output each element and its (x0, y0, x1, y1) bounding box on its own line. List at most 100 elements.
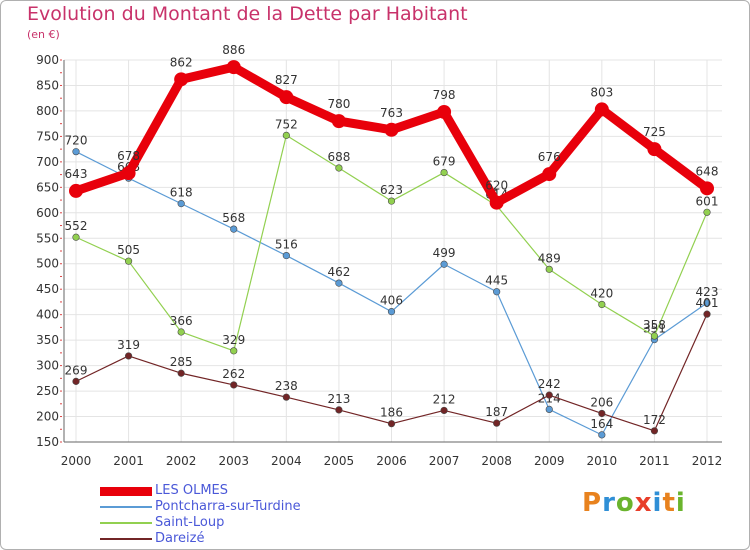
data-label: 886 (222, 43, 245, 57)
data-label: 505 (117, 243, 140, 257)
data-point (647, 142, 662, 157)
data-point (387, 308, 396, 316)
x-tick-label: 2003 (218, 454, 249, 468)
data-point (230, 347, 238, 355)
data-label: 238 (275, 379, 298, 393)
data-label: 552 (65, 219, 88, 233)
data-point (598, 409, 606, 418)
x-tick-label: 2001 (113, 454, 144, 468)
data-point (282, 131, 290, 139)
data-point (335, 164, 343, 172)
legend-swatch (100, 522, 152, 524)
y-tick-label: 650 (36, 180, 59, 194)
data-point (174, 72, 189, 87)
data-point (545, 405, 553, 414)
data-point (650, 332, 659, 340)
data-label: 242 (538, 377, 561, 391)
data-point (440, 406, 448, 415)
data-label: 568 (222, 211, 245, 225)
data-point (124, 257, 133, 265)
x-tick-label: 2010 (587, 454, 618, 468)
data-label: 213 (327, 392, 350, 406)
data-label: 516 (275, 238, 298, 252)
data-point (230, 381, 238, 389)
x-tick-label: 2006 (376, 454, 407, 468)
data-label: 406 (380, 294, 403, 308)
data-point (72, 148, 80, 156)
x-tick-label: 2007 (429, 454, 460, 468)
data-label: 445 (485, 274, 508, 288)
data-point (124, 352, 133, 360)
data-point (177, 328, 185, 336)
data-label: 262 (222, 367, 245, 381)
legend-swatch (100, 486, 152, 496)
legend-swatch (100, 506, 152, 508)
data-point (335, 406, 343, 414)
data-label: 420 (590, 286, 613, 300)
data-label: 172 (643, 413, 666, 427)
data-point (335, 279, 343, 287)
y-tick-label: 900 (36, 53, 59, 67)
data-label: 827 (275, 73, 298, 87)
data-label: 780 (327, 97, 350, 111)
y-tick-label: 350 (36, 333, 59, 347)
data-point (545, 391, 553, 399)
chart-title: Evolution du Montant de la Dette par Hab… (27, 3, 468, 25)
y-tick-label: 250 (36, 384, 59, 398)
data-label: 462 (327, 265, 350, 279)
data-point (542, 167, 557, 182)
x-tick-label: 2000 (61, 454, 92, 468)
y-tick-label: 450 (36, 282, 59, 296)
data-point (650, 427, 659, 435)
data-point (437, 104, 452, 119)
data-label: 187 (485, 405, 508, 419)
data-point (700, 181, 714, 196)
data-point (440, 260, 448, 268)
data-point (230, 225, 238, 233)
data-label: 423 (696, 285, 719, 299)
data-label: 620 (485, 179, 508, 193)
data-point (594, 102, 609, 117)
data-label: 688 (327, 150, 350, 164)
x-tick-label: 2009 (534, 454, 565, 468)
data-label: 720 (65, 134, 88, 148)
legend-label: Dareizé (155, 531, 205, 546)
data-point (282, 393, 290, 401)
y-tick-label: 200 (36, 410, 59, 424)
y-tick-label: 400 (36, 308, 59, 322)
data-label: 798 (433, 88, 456, 102)
data-point (279, 90, 294, 105)
data-point (387, 420, 396, 428)
data-label: 366 (170, 314, 193, 328)
y-tick-label: 700 (36, 155, 59, 169)
data-point (226, 60, 241, 75)
data-label: 269 (65, 363, 88, 377)
data-label: 752 (275, 117, 298, 131)
data-point (72, 377, 80, 385)
data-label: 676 (538, 150, 561, 164)
data-label: 803 (590, 85, 613, 99)
data-label: 358 (643, 318, 666, 332)
y-tick-label: 500 (36, 257, 59, 271)
data-point (177, 369, 185, 377)
y-tick-label: 300 (36, 359, 59, 373)
data-label: 499 (433, 246, 456, 260)
data-point (121, 166, 136, 181)
data-label: 164 (590, 417, 613, 431)
proxiti-logo: Proxiti (582, 488, 686, 518)
data-label: 643 (65, 167, 88, 181)
data-point (703, 299, 711, 307)
x-tick-label: 2005 (324, 454, 355, 468)
data-point (598, 300, 606, 309)
data-label: 618 (170, 186, 193, 200)
x-tick-label: 2004 (271, 454, 302, 468)
data-point (69, 183, 83, 198)
x-tick-label: 2002 (166, 454, 197, 468)
data-point (489, 195, 504, 210)
data-point (493, 419, 501, 427)
legend-label: Pontcharra-sur-Turdine (155, 499, 301, 514)
data-label: 725 (643, 125, 666, 139)
data-label: 319 (117, 338, 140, 352)
data-point (282, 251, 290, 260)
